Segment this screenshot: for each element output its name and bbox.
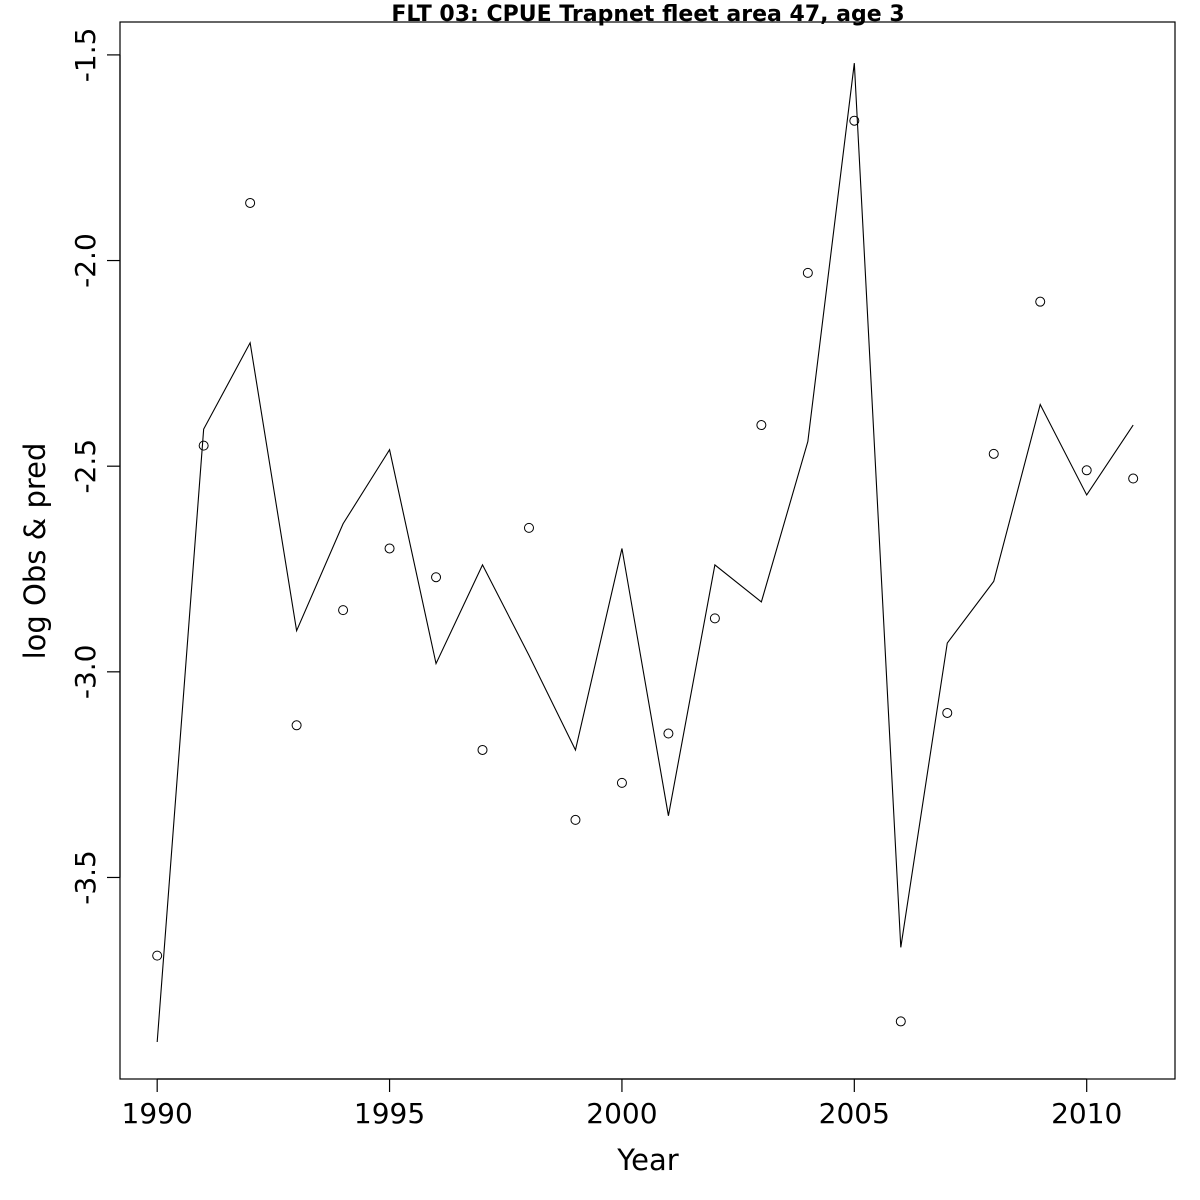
observed-point: [988, 448, 999, 459]
observed-point: [1128, 473, 1139, 484]
observed-point: [245, 197, 256, 208]
observed-point: [849, 115, 860, 126]
y-tick-label: -3.5: [69, 850, 102, 905]
observed-point: [477, 744, 488, 755]
observed-point: [616, 777, 627, 788]
observed-point: [1035, 296, 1046, 307]
predicted-line: [156, 63, 1134, 1043]
observed-point: [1081, 465, 1092, 476]
x-axis: 1990 1995 2000 2005 2010: [122, 1078, 1122, 1130]
x-tick-label: 2010: [1051, 1097, 1122, 1130]
observed-point: [802, 267, 813, 278]
observed-point: [384, 543, 395, 554]
x-axis-label: Year: [616, 1143, 678, 1177]
plot-area: [152, 63, 1139, 1043]
observed-point: [709, 613, 720, 624]
y-axis: -3.5 -3.0 -2.5 -2.0 -1.5: [69, 28, 121, 905]
observed-point: [198, 440, 209, 451]
observed-point: [338, 605, 349, 616]
observed-point: [291, 720, 302, 731]
x-tick-label: 1995: [354, 1097, 425, 1130]
observed-point: [895, 1016, 906, 1027]
observed-point: [152, 950, 163, 961]
observed-point: [942, 707, 953, 718]
observed-point: [663, 728, 674, 739]
y-tick-label: -2.0: [69, 233, 102, 288]
observed-point: [756, 420, 767, 431]
observed-point: [570, 814, 581, 825]
y-tick-label: -1.5: [69, 28, 102, 83]
x-tick-label: 2000: [586, 1097, 657, 1130]
observed-point: [523, 522, 534, 533]
y-axis-label: log Obs & pred: [18, 443, 52, 660]
observed-point: [431, 572, 442, 583]
chart-title: FLT 03: CPUE Trapnet fleet area 47, age …: [391, 2, 904, 27]
x-tick-label: 1990: [122, 1097, 193, 1130]
y-tick-label: -3.0: [69, 645, 102, 700]
x-tick-label: 2005: [819, 1097, 890, 1130]
y-tick-label: -2.5: [69, 439, 102, 494]
plot-frame: [119, 21, 1176, 1080]
